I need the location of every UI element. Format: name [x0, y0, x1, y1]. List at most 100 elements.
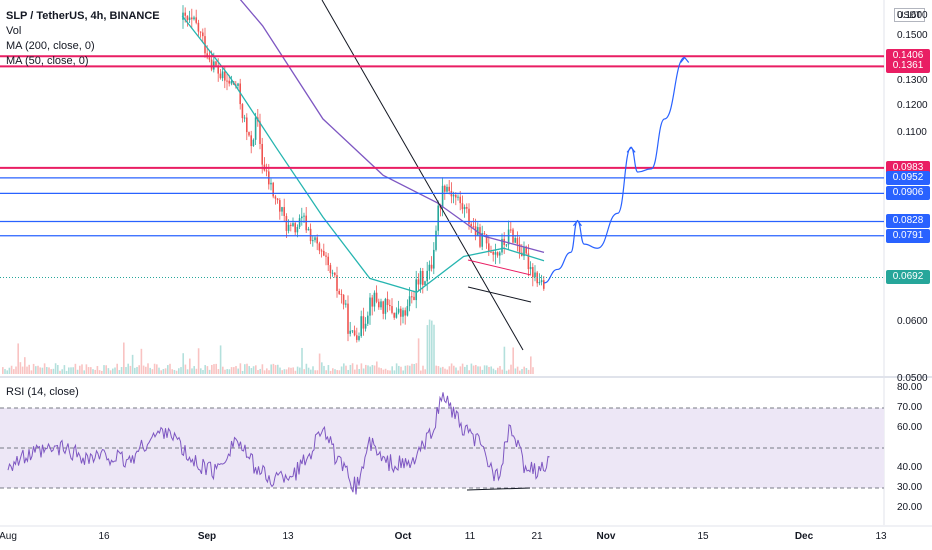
volume-bar — [417, 338, 420, 374]
candle-body — [226, 80, 228, 82]
volume-bar — [85, 364, 88, 374]
candle-body — [279, 200, 281, 212]
candle-body — [488, 243, 490, 252]
candle-body — [426, 270, 428, 282]
candle-body — [287, 224, 290, 231]
price-badge-0.0828[interactable]: 0.0828 — [886, 214, 930, 229]
descending-trendline[interactable] — [321, 0, 524, 351]
candle-body — [362, 316, 365, 329]
rsi-label[interactable]: RSI (14, close) — [6, 386, 79, 398]
volume-bar — [156, 364, 158, 374]
candle-body — [224, 71, 226, 81]
price-badge-0.0791[interactable]: 0.0791 — [886, 228, 930, 243]
volume-bar — [63, 365, 66, 374]
price-badge-0.1361[interactable]: 0.1361 — [886, 59, 930, 74]
rsi-legend: RSI (14, close) — [6, 385, 79, 400]
legend-symbol[interactable]: SLP / TetherUS, 4h, BINANCE — [6, 10, 160, 22]
volume-bar — [523, 366, 525, 374]
time-tick: Aug — [0, 531, 17, 542]
volume-bar — [532, 367, 534, 374]
projection-path[interactable] — [543, 56, 685, 284]
candle-body — [188, 17, 191, 20]
candle-body — [494, 252, 497, 255]
candle-body — [468, 208, 470, 224]
candle-body — [395, 312, 398, 318]
volume-bar — [510, 364, 512, 374]
volume-bar — [59, 370, 61, 374]
volume-bar — [21, 366, 24, 374]
volume-bar — [358, 369, 360, 374]
volume-bar — [404, 365, 407, 374]
ma200-line[interactable] — [182, 0, 545, 254]
volume-bar — [382, 369, 385, 374]
candle-body — [316, 237, 318, 244]
candle-body — [459, 196, 461, 204]
volume-bar — [184, 364, 187, 374]
projection-arrowhead — [573, 219, 582, 227]
volume-bar — [109, 370, 112, 374]
candle-body — [303, 215, 305, 217]
legend-ma200[interactable]: MA (200, close, 0) — [6, 40, 95, 52]
candle-body — [186, 15, 189, 20]
candle-body — [393, 312, 395, 318]
candle-body — [389, 305, 391, 307]
candle-body — [325, 255, 327, 257]
volume-bar — [112, 368, 114, 374]
candle-body — [221, 71, 224, 79]
volume-bar — [162, 368, 165, 374]
currency-label[interactable]: USDT — [894, 8, 925, 22]
candle-body — [457, 196, 459, 198]
candle-body — [276, 198, 279, 201]
candle-body — [230, 81, 233, 84]
volume-bar — [13, 369, 15, 374]
legend-vol[interactable]: Vol — [6, 25, 22, 37]
rsi-divergence-line[interactable] — [466, 487, 531, 491]
volume-bar — [228, 369, 231, 374]
candle-body — [331, 272, 334, 274]
volume-bar — [169, 363, 171, 374]
rsi-line[interactable] — [7, 392, 550, 495]
candle-body — [380, 301, 382, 308]
volume-bar — [395, 363, 398, 374]
volume-bar — [274, 365, 277, 374]
legend-ma50[interactable]: MA (50, close, 0) — [6, 55, 89, 67]
volume-bar — [123, 342, 125, 374]
volume-bar — [118, 370, 121, 374]
volume-bar — [422, 365, 424, 374]
volume-bar — [292, 367, 294, 374]
wedge-lower-line[interactable] — [467, 286, 532, 303]
candle-body — [448, 186, 450, 192]
price-tick: 0.1600 — [897, 9, 928, 21]
volume-bar — [127, 363, 129, 374]
volume-bar — [380, 368, 382, 374]
wedge-upper-line[interactable] — [467, 259, 532, 276]
candle-body — [259, 121, 261, 144]
legend: SLP / TetherUS, 4h, BINANCE Vol MA (200,… — [6, 9, 160, 69]
volume-bar — [409, 365, 411, 374]
volume-bar — [30, 370, 33, 374]
candle-body — [532, 267, 534, 278]
volume-bar — [259, 368, 261, 374]
ma50-line[interactable] — [181, 15, 545, 294]
price-badge-0.0906[interactable]: 0.0906 — [886, 186, 930, 201]
volume-bar — [294, 370, 297, 374]
rsi-tick: 70.00 — [897, 402, 923, 413]
volume-bar — [140, 348, 143, 374]
candle-body — [294, 223, 296, 233]
candle-body — [243, 117, 246, 119]
candle-body — [483, 233, 486, 235]
price-tick: 0.1500 — [897, 30, 928, 41]
candle-body — [384, 298, 387, 314]
last-price-badge[interactable]: 0.0692 — [886, 270, 930, 285]
volume-bar — [340, 366, 343, 374]
candle-body — [217, 65, 219, 74]
volume-bar — [351, 363, 354, 374]
price-badge-0.0952[interactable]: 0.0952 — [886, 170, 930, 185]
volume-bar — [466, 364, 468, 374]
volume-bar — [277, 364, 279, 374]
candle-body — [404, 310, 406, 316]
candle-body — [463, 206, 466, 210]
volume-bar — [338, 370, 341, 374]
volume-bar — [270, 364, 272, 374]
